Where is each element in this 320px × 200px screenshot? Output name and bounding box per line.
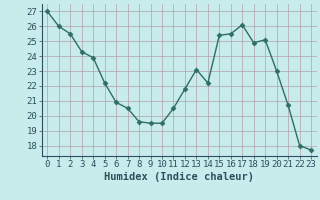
X-axis label: Humidex (Indice chaleur): Humidex (Indice chaleur) bbox=[104, 172, 254, 182]
